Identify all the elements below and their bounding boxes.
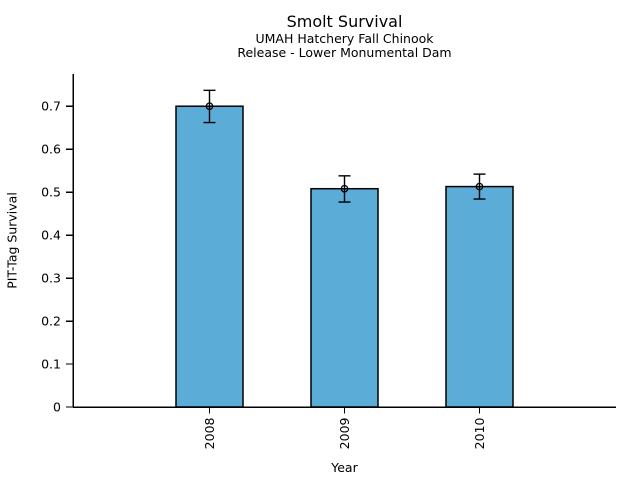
y-tick-label: 0 (53, 400, 61, 415)
markers-layer (205, 102, 484, 193)
x-tick-label-2008: 2008 (202, 417, 217, 449)
bars-layer (175, 105, 514, 408)
x-tick-label-2010: 2010 (472, 417, 487, 449)
y-axis: 0 0.1 0.2 0.3 0.4 0.5 0.6 0.7 (41, 74, 74, 415)
y-tick-label: 0.3 (41, 271, 61, 286)
error-bar-2010 (473, 173, 486, 200)
error-bars-layer (203, 89, 486, 203)
error-bar-2009 (338, 175, 351, 203)
y-tick-label: 0.2 (41, 314, 61, 329)
error-bar-2008 (203, 89, 216, 124)
y-tick-label: 0.5 (41, 185, 61, 200)
chart-title: Smolt Survival (287, 12, 403, 31)
chart-subtitle-line-2: Release - Lower Monumental Dam (237, 45, 451, 60)
bar-2009 (310, 187, 379, 408)
y-tick-label: 0.4 (41, 228, 61, 243)
point-marker-2010 (475, 182, 484, 191)
bar-2008 (175, 105, 244, 408)
chart-subtitle-line-1: UMAH Hatchery Fall Chinook (255, 31, 434, 46)
y-tick-label: 0.7 (41, 99, 61, 114)
y-tick-label: 0.6 (41, 142, 61, 157)
x-tick-label-2009: 2009 (337, 417, 352, 449)
bar-2010 (445, 185, 514, 408)
x-axis: 2008 2009 2010 (73, 406, 616, 449)
x-axis-label: Year (330, 460, 358, 475)
y-axis-label: PIT-Tag Survival (5, 192, 20, 289)
y-tick-label: 0.1 (41, 357, 61, 372)
point-marker-2009 (340, 184, 349, 193)
point-marker-2008 (205, 102, 214, 111)
